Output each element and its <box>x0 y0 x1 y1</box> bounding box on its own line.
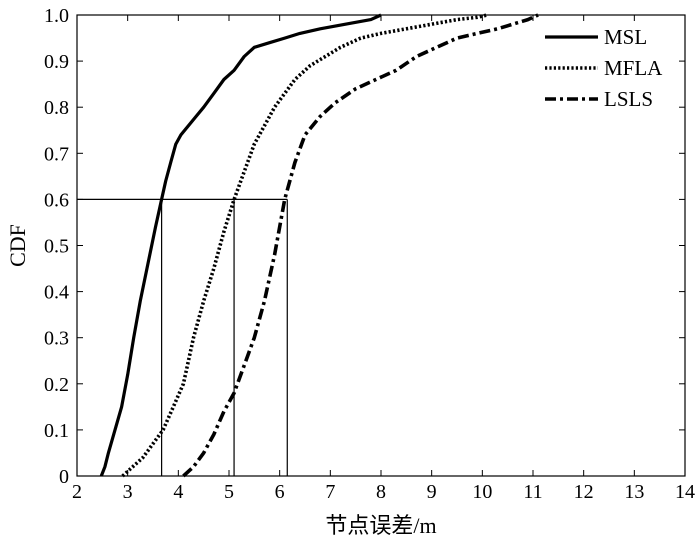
y-tick-label: 0.1 <box>44 420 69 442</box>
y-tick-label: 0.9 <box>44 51 69 73</box>
series-line-mfla <box>121 13 488 478</box>
legend-label-msl: MSL <box>604 25 647 49</box>
legend: MSL MFLA LSLS <box>545 25 663 111</box>
y-tick-label: 0.7 <box>44 143 69 165</box>
x-tick-label: 6 <box>275 481 285 503</box>
legend-label-lsls: LSLS <box>604 87 653 111</box>
plot-frame <box>76 14 686 477</box>
axis-ticks: 2 3 4 5 6 7 8 9 10 11 12 13 14 0 0.1 0.2 0.3 0.4 0.5 0.6 0.7… <box>44 5 695 503</box>
y-tick-label: 0.6 <box>44 189 69 211</box>
x-tick-label: 14 <box>675 481 695 503</box>
x-tick-label: 7 <box>325 481 335 503</box>
y-tick-label: 0.4 <box>44 282 69 304</box>
x-tick-label: 9 <box>427 481 437 503</box>
x-tick-label: 2 <box>72 481 82 503</box>
series-lines <box>99 13 539 478</box>
x-tick-label: 3 <box>123 481 133 503</box>
y-tick-label: 0 <box>59 466 69 488</box>
x-tick-label: 5 <box>224 481 234 503</box>
series-line-msl <box>99 13 382 477</box>
y-axis-title: CDF <box>5 224 30 267</box>
series-line-lsls <box>182 13 539 478</box>
x-tick-label: 10 <box>472 481 492 503</box>
reference-lines <box>77 198 288 476</box>
y-tick-label: 0.5 <box>44 236 69 258</box>
x-tick-label: 13 <box>624 481 644 503</box>
y-tick-label: 0.2 <box>44 374 69 396</box>
y-tick-label: 1.0 <box>44 5 69 27</box>
x-tick-label: 11 <box>523 481 542 503</box>
y-tick-label: 0.8 <box>44 97 69 119</box>
x-axis-title: 节点误差/m <box>325 513 436 538</box>
x-tick-label: 4 <box>173 481 183 503</box>
legend-label-mfla: MFLA <box>604 56 663 80</box>
x-tick-label: 12 <box>574 481 594 503</box>
x-tick-label: 8 <box>376 481 386 503</box>
y-tick-label: 0.3 <box>44 328 69 350</box>
